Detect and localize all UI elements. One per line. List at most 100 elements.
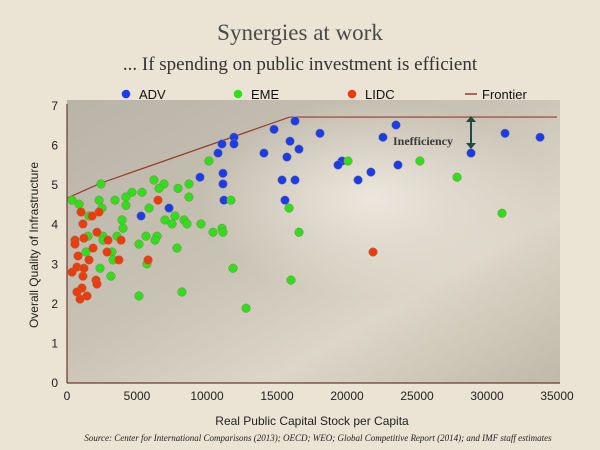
- point-eme: [94, 195, 104, 205]
- point-adv: [393, 160, 403, 170]
- point-eme: [497, 208, 507, 218]
- y-tick-label: 3: [51, 257, 58, 271]
- point-lidc: [102, 247, 112, 257]
- point-eme: [121, 192, 131, 202]
- point-adv: [136, 211, 146, 221]
- x-tick-label: 30000: [470, 389, 504, 403]
- point-eme: [241, 303, 251, 313]
- point-eme: [95, 263, 105, 273]
- point-eme: [218, 227, 228, 237]
- source-note: Source: Center for International Compari…: [84, 433, 552, 443]
- point-lidc: [79, 233, 89, 243]
- axes: 0 5000 10000 15000 20000 25000 30000 35000 0 1 2 3 4…: [51, 99, 574, 403]
- point-lidc: [76, 207, 86, 217]
- point-eme: [170, 211, 180, 221]
- scatter-points: [67, 116, 545, 313]
- inefficiency-label: Inefficiency: [393, 134, 453, 148]
- point-eme: [228, 263, 238, 273]
- point-lidc: [94, 207, 104, 217]
- point-eme: [67, 195, 77, 205]
- series-eme: [67, 156, 507, 313]
- point-eme: [150, 235, 160, 245]
- point-eme: [110, 195, 120, 205]
- point-lidc: [79, 263, 89, 273]
- point-eme: [154, 183, 164, 193]
- frontier-line: [66, 116, 557, 199]
- x-tick-label: 10000: [190, 389, 224, 403]
- y-tick-label: 5: [51, 178, 58, 192]
- x-tick-label: 35000: [540, 389, 574, 403]
- point-eme: [121, 200, 131, 210]
- point-adv: [500, 128, 510, 138]
- legend-swatch-lidc: [347, 89, 357, 99]
- point-eme: [167, 219, 177, 229]
- chart-title: Synergies at work: [217, 20, 383, 45]
- point-eme: [208, 227, 218, 237]
- point-adv: [280, 195, 290, 205]
- point-adv: [259, 148, 269, 158]
- point-adv: [229, 139, 239, 149]
- point-eme: [184, 179, 194, 189]
- point-lidc: [73, 251, 83, 261]
- point-eme: [177, 287, 187, 297]
- point-adv: [285, 136, 295, 146]
- point-eme: [149, 175, 159, 185]
- point-eme: [74, 199, 84, 209]
- point-eme: [127, 187, 137, 197]
- point-adv: [269, 124, 279, 134]
- point-eme: [141, 231, 151, 241]
- legend-label-adv: ADV: [139, 87, 166, 102]
- point-adv: [333, 160, 343, 170]
- point-eme: [134, 239, 144, 249]
- inefficiency-annotation: Inefficiency: [393, 116, 476, 149]
- point-lidc: [67, 267, 77, 277]
- point-lidc: [103, 235, 113, 245]
- point-adv: [218, 168, 228, 178]
- point-adv: [378, 132, 388, 142]
- point-eme: [294, 227, 304, 237]
- point-eme: [196, 219, 206, 229]
- y-tick-label: 7: [51, 99, 58, 113]
- x-tick-label: 15000: [260, 389, 294, 403]
- point-eme: [117, 215, 127, 225]
- point-adv: [213, 148, 223, 158]
- x-tick-label: 25000: [400, 389, 434, 403]
- point-adv: [282, 152, 292, 162]
- point-eme: [182, 219, 192, 229]
- point-lidc: [87, 211, 97, 221]
- point-adv: [391, 120, 401, 130]
- x-tick-label: 0: [64, 389, 71, 403]
- point-lidc: [92, 279, 102, 289]
- point-adv: [290, 175, 300, 185]
- series-adv: [136, 116, 545, 221]
- x-axis-label: Real Public Capital Stock per Capita: [215, 414, 409, 428]
- point-adv: [195, 172, 205, 182]
- point-lidc: [70, 239, 80, 249]
- point-adv: [290, 116, 300, 126]
- point-eme: [415, 156, 425, 166]
- point-eme: [284, 203, 294, 213]
- point-adv: [535, 132, 545, 142]
- point-adv: [466, 148, 476, 158]
- point-eme: [204, 156, 214, 166]
- point-eme: [144, 203, 154, 213]
- frontier-series: [66, 116, 557, 199]
- series-lidc: [67, 195, 378, 304]
- point-adv: [277, 175, 287, 185]
- point-lidc: [368, 247, 378, 257]
- point-eme: [81, 247, 91, 257]
- point-lidc: [84, 255, 94, 265]
- plot-background-light: [67, 100, 560, 383]
- chart-subtitle: ... If spending on public investment is …: [123, 54, 478, 75]
- legend-label-frontier: Frontier: [482, 87, 527, 102]
- y-tick-label: 4: [51, 218, 58, 232]
- point-adv: [315, 128, 325, 138]
- point-eme: [286, 275, 296, 285]
- point-eme: [137, 187, 147, 197]
- point-eme: [452, 172, 462, 182]
- point-eme: [96, 179, 106, 189]
- point-eme: [160, 215, 170, 225]
- legend-label-eme: EME: [251, 87, 280, 102]
- point-eme: [118, 223, 128, 233]
